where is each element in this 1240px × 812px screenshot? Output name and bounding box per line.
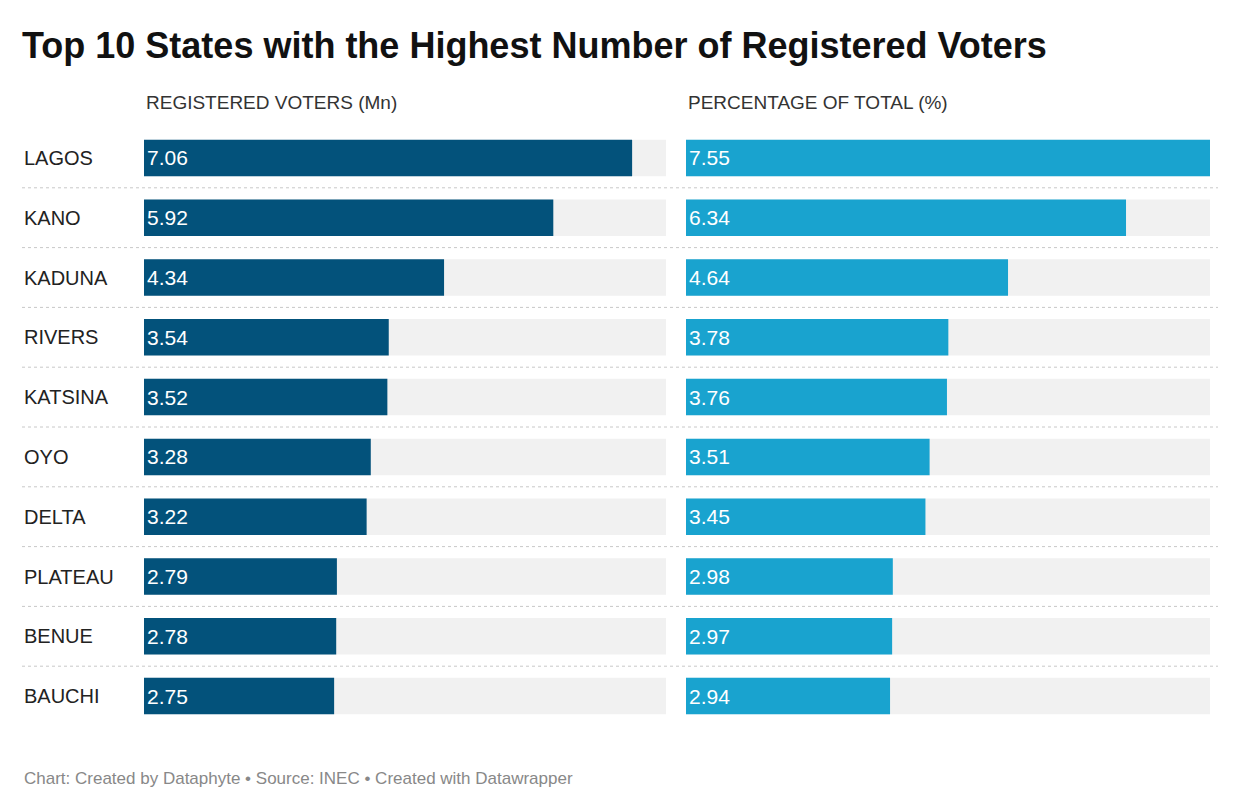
svg-text:5.92: 5.92 [147,206,188,229]
svg-text:2.94: 2.94 [689,685,730,708]
svg-text:BENUE: BENUE [24,625,93,647]
svg-text:2.75: 2.75 [147,685,188,708]
svg-text:OYO: OYO [24,446,68,468]
svg-text:3.76: 3.76 [689,386,730,409]
svg-text:3.78: 3.78 [689,326,730,349]
svg-text:4.34: 4.34 [147,266,188,289]
svg-text:PLATEAU: PLATEAU [24,566,114,588]
svg-text:3.52: 3.52 [147,386,188,409]
svg-text:KATSINA: KATSINA [24,386,109,408]
svg-text:3.54: 3.54 [147,326,188,349]
svg-text:2.98: 2.98 [689,565,730,588]
svg-text:3.51: 3.51 [689,445,730,468]
svg-text:Top 10 States with the Highest: Top 10 States with the Highest Number of… [22,25,1047,66]
svg-text:3.28: 3.28 [147,445,188,468]
svg-text:RIVERS: RIVERS [24,326,98,348]
svg-text:2.79: 2.79 [147,565,188,588]
svg-text:4.64: 4.64 [689,266,730,289]
svg-text:PERCENTAGE OF TOTAL (%): PERCENTAGE OF TOTAL (%) [688,92,948,113]
svg-text:3.45: 3.45 [689,505,730,528]
svg-text:3.22: 3.22 [147,505,188,528]
svg-text:KADUNA: KADUNA [24,267,108,289]
svg-text:2.97: 2.97 [689,625,730,648]
svg-text:BAUCHI: BAUCHI [24,685,100,707]
svg-text:6.34: 6.34 [689,206,730,229]
svg-text:7.55: 7.55 [689,146,730,169]
svg-text:DELTA: DELTA [24,506,86,528]
svg-text:2.78: 2.78 [147,625,188,648]
svg-text:REGISTERED VOTERS (Mn): REGISTERED VOTERS (Mn) [146,92,397,113]
svg-text:Chart: Created by Dataphyte •: Chart: Created by Dataphyte • Source: IN… [24,769,573,788]
svg-text:7.06: 7.06 [147,146,188,169]
svg-text:KANO: KANO [24,207,81,229]
svg-text:LAGOS: LAGOS [24,147,93,169]
